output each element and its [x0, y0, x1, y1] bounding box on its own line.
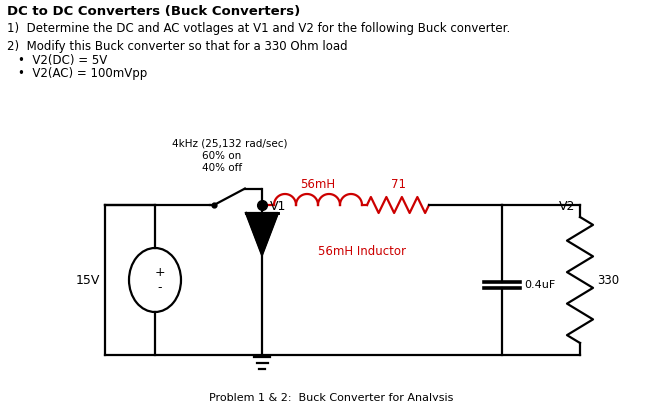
Text: 1)  Determine the DC and AC votlages at V1 and V2 for the following Buck convert: 1) Determine the DC and AC votlages at V… [7, 22, 511, 35]
Text: V1: V1 [270, 200, 286, 213]
Text: DC to DC Converters (Buck Converters): DC to DC Converters (Buck Converters) [7, 5, 300, 18]
Text: 2)  Modify this Buck converter so that for a 330 Ohm load: 2) Modify this Buck converter so that fo… [7, 40, 347, 53]
Text: 0.4uF: 0.4uF [524, 280, 555, 290]
Text: Problem 1 & 2:  Buck Converter for Analysis: Problem 1 & 2: Buck Converter for Analys… [209, 393, 453, 401]
Polygon shape [246, 213, 278, 255]
Text: +: + [154, 265, 165, 279]
Text: 56mH Inductor: 56mH Inductor [318, 245, 406, 258]
Text: 60% on: 60% on [202, 151, 241, 161]
Text: 15V: 15V [76, 273, 100, 286]
Text: •  V2(DC) = 5V: • V2(DC) = 5V [18, 54, 107, 67]
Text: 40% off: 40% off [202, 163, 242, 173]
Text: 56mH: 56mH [300, 178, 335, 191]
Text: -: - [158, 282, 162, 294]
Text: V2: V2 [559, 200, 575, 213]
Text: 71: 71 [391, 178, 406, 191]
Text: 330: 330 [597, 273, 619, 286]
Text: •  V2(AC) = 100mVpp: • V2(AC) = 100mVpp [18, 67, 147, 80]
Text: 4kHz (25,132 rad/sec): 4kHz (25,132 rad/sec) [172, 138, 288, 148]
